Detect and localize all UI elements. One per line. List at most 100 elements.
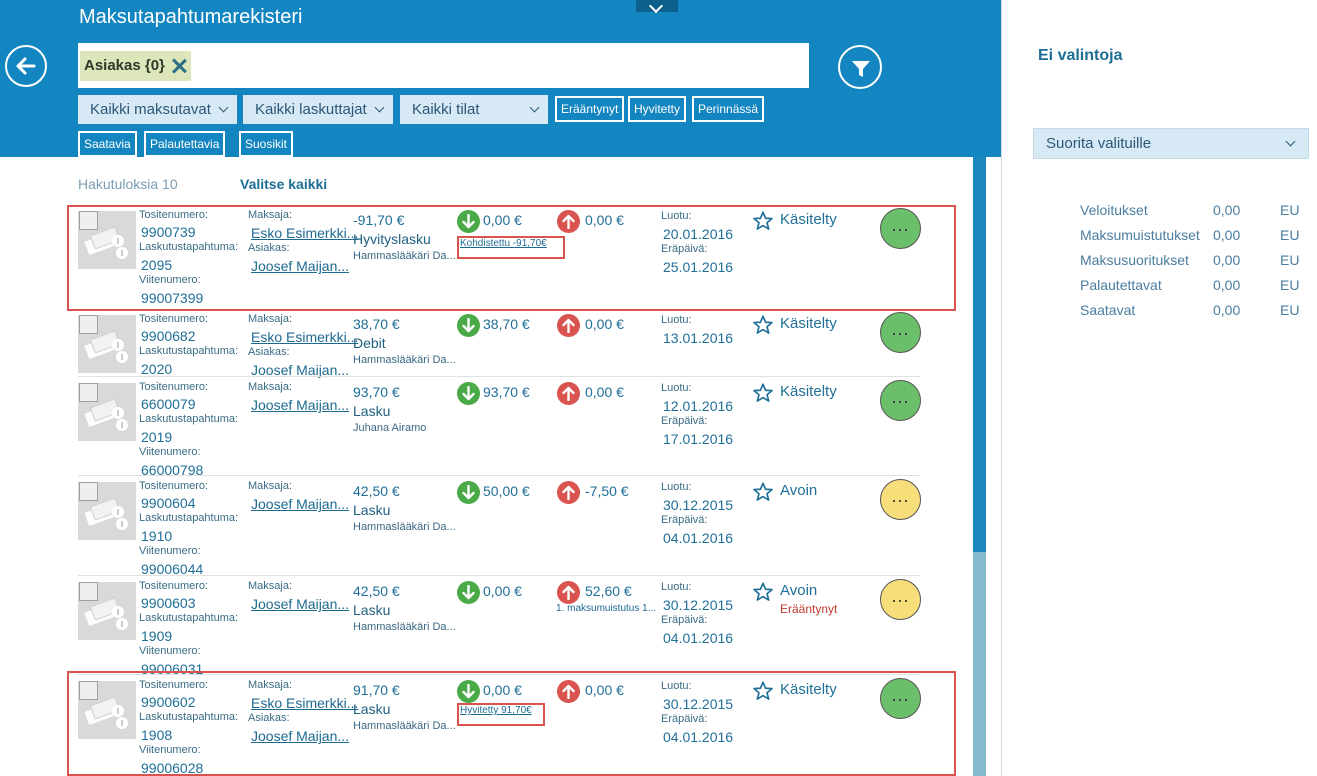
selection-status: Ei valintoja xyxy=(1038,47,1123,64)
payer-label: Maksaja: xyxy=(248,313,293,325)
dropdown-label: Kaikki maksutavat xyxy=(90,101,211,118)
select-checkbox[interactable] xyxy=(79,582,98,601)
due-date: 04.01.2016 xyxy=(663,630,734,646)
more-actions-button[interactable]: ... xyxy=(880,208,921,249)
reference-number: 99006028 xyxy=(141,760,204,776)
star-outline-icon[interactable] xyxy=(752,481,774,503)
payer-label: Maksaja: xyxy=(248,480,293,492)
due-label: Eräpäivä: xyxy=(661,614,708,626)
more-actions-button[interactable]: ... xyxy=(880,678,921,719)
arrow-up-icon xyxy=(562,214,575,229)
payer-link[interactable]: Esko Esimerkki... xyxy=(251,225,359,241)
ellipsis-icon: ... xyxy=(891,486,910,506)
amount: 91,70 € xyxy=(353,682,400,698)
incoming-note-link[interactable]: Hyvitetty 91,70€ xyxy=(460,705,532,716)
more-actions-button[interactable]: ... xyxy=(880,380,921,421)
biller-name: Hammaslääkäri Da... xyxy=(353,621,456,633)
incoming-amount: 0,00 € xyxy=(483,682,522,698)
list-item[interactable]: Tositenumero: 9900603 Laskutustapahtuma: 19… xyxy=(0,576,960,677)
list-item[interactable]: Tositenumero: 6600079 Laskutustapahtuma: 20… xyxy=(0,377,960,478)
customer-label: Asiakas: xyxy=(248,242,290,254)
filter-chip[interactable]: Asiakas {0} xyxy=(80,51,191,81)
close-icon[interactable] xyxy=(171,58,187,74)
star-outline-icon[interactable] xyxy=(752,581,774,603)
star-outline-icon[interactable] xyxy=(752,314,774,336)
funnel-icon xyxy=(852,61,870,77)
billing-event-label: Laskutustapahtuma: xyxy=(139,345,239,357)
customer-link[interactable]: Joosef Maijan... xyxy=(251,728,350,744)
filter-button[interactable] xyxy=(838,45,882,89)
payer-link[interactable]: Esko Esimerkki... xyxy=(251,329,359,345)
scrollbar[interactable] xyxy=(973,157,986,776)
arrow-down-icon xyxy=(462,214,475,229)
list-item[interactable]: Tositenumero: 9900682 Laskutustapahtuma: 20… xyxy=(0,309,960,378)
summary-currency: EU xyxy=(1280,202,1300,218)
tag-credited[interactable]: Hyvitetty xyxy=(628,96,687,122)
more-actions-button[interactable]: ... xyxy=(880,312,921,353)
amount: 38,70 € xyxy=(353,316,400,332)
more-actions-button[interactable]: ... xyxy=(880,579,921,620)
header: Maksutapahtumarekisteri Asiakas {0} Kaik… xyxy=(0,0,1001,157)
incoming-indicator xyxy=(457,210,480,233)
row-divider xyxy=(78,575,920,576)
collapse-toggle[interactable] xyxy=(636,0,678,12)
voucher-number: 6600079 xyxy=(141,396,196,412)
payer-link[interactable]: Joosef Maijan... xyxy=(251,596,350,612)
biller-dropdown[interactable]: Kaikki laskuttajat xyxy=(243,95,393,124)
document-type: Lasku xyxy=(353,701,391,717)
outgoing-amount: 52,60 € xyxy=(585,583,632,599)
tag-receivables[interactable]: Saatavia xyxy=(78,131,137,157)
payment-method-dropdown[interactable]: Kaikki maksutavat xyxy=(78,95,237,124)
money-icon xyxy=(84,497,128,530)
billing-event-label: Laskutustapahtuma: xyxy=(139,512,239,524)
select-checkbox[interactable] xyxy=(79,211,98,230)
tag-overdue[interactable]: Erääntynyt xyxy=(555,96,625,122)
customer-link[interactable]: Joosef Maijan... xyxy=(251,362,350,378)
document-type: Lasku xyxy=(353,502,391,518)
status-label: Käsitelty xyxy=(780,315,837,332)
star-outline-icon[interactable] xyxy=(752,680,774,702)
select-checkbox[interactable] xyxy=(79,383,98,402)
scrollbar-thumb[interactable] xyxy=(973,157,986,552)
row-divider xyxy=(78,674,920,675)
chevron-down-icon xyxy=(529,102,540,113)
due-date: 04.01.2016 xyxy=(663,729,734,745)
arrow-down-icon xyxy=(462,386,475,401)
list-item[interactable]: Tositenumero: 9900739 Laskutustapahtuma: 20… xyxy=(0,205,960,309)
created-label: Luotu: xyxy=(661,382,692,394)
outgoing-indicator xyxy=(557,680,580,703)
incoming-indicator xyxy=(457,581,480,604)
row-divider xyxy=(78,475,920,476)
status-dropdown[interactable]: Kaikki tilat xyxy=(400,95,548,124)
voucher-number: 9900603 xyxy=(141,595,196,611)
reference-number: 66000798 xyxy=(141,462,204,478)
summary-row: Maksusuoritukset 0,00 EU xyxy=(1080,252,1300,272)
tag-favorites[interactable]: Suosikit xyxy=(239,131,294,157)
payer-link[interactable]: Joosef Maijan... xyxy=(251,496,350,512)
select-checkbox[interactable] xyxy=(79,482,98,501)
document-type: Hyvityslasku xyxy=(353,231,431,247)
back-button[interactable] xyxy=(5,45,47,87)
arrow-up-icon xyxy=(562,485,575,500)
payer-link[interactable]: Joosef Maijan... xyxy=(251,397,350,413)
customer-link[interactable]: Joosef Maijan... xyxy=(251,258,350,274)
reference-label: Viitenumero: xyxy=(139,446,201,458)
select-checkbox[interactable] xyxy=(79,315,98,334)
summary-row: Veloitukset 0,00 EU xyxy=(1080,202,1300,222)
summary-label: Saatavat xyxy=(1080,302,1136,318)
ellipsis-icon: ... xyxy=(891,586,910,606)
more-actions-button[interactable]: ... xyxy=(880,479,921,520)
search-input[interactable]: Asiakas {0} xyxy=(78,43,809,88)
tag-refundable[interactable]: Palautettavia xyxy=(144,131,226,157)
payer-link[interactable]: Esko Esimerkki... xyxy=(251,695,359,711)
select-checkbox[interactable] xyxy=(79,681,98,700)
list-item[interactable]: Tositenumero: 9900604 Laskutustapahtuma: 19… xyxy=(0,476,960,577)
list-item[interactable]: Tositenumero: 9900602 Laskutustapahtuma: 19… xyxy=(0,675,960,776)
star-outline-icon[interactable] xyxy=(752,210,774,232)
star-outline-icon[interactable] xyxy=(752,382,774,404)
select-all-link[interactable]: Valitse kaikki xyxy=(240,176,328,192)
tag-in-collection[interactable]: Perinnässä xyxy=(692,96,765,122)
summary-label: Palautettavat xyxy=(1080,277,1162,293)
bulk-action-dropdown[interactable]: Suorita valituille xyxy=(1033,128,1309,159)
incoming-note-link[interactable]: Kohdistettu -91,70€ xyxy=(460,238,547,249)
